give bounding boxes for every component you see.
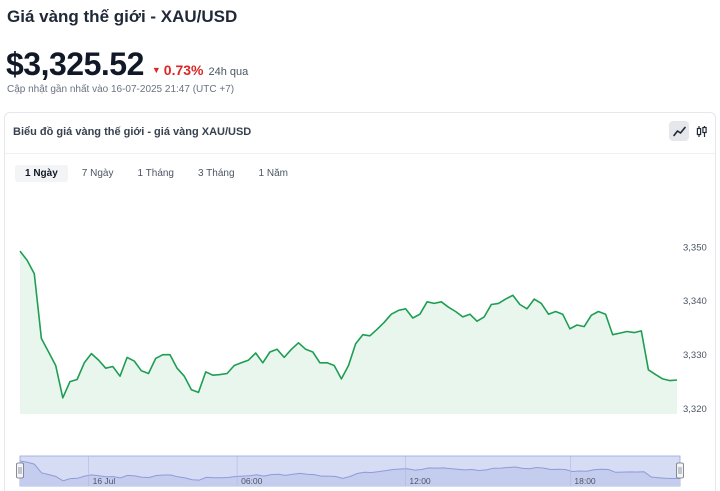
down-triangle-icon: ▼ bbox=[151, 65, 161, 75]
change-period: 24h qua bbox=[208, 66, 249, 78]
chart-card: Biểu đồ giá vàng thế giới - giá vàng XAU… bbox=[4, 112, 716, 491]
chart-type-toggle bbox=[669, 121, 711, 141]
price-row: $3,325.52 ▼ 0.73% 24h qua bbox=[6, 46, 248, 83]
chart-title: Biểu đồ giá vàng thế giới - giá vàng XAU… bbox=[13, 126, 252, 138]
tab-7-days[interactable]: 7 Ngày bbox=[81, 168, 114, 179]
chart-header: Biểu đồ giá vàng thế giới - giá vàng XAU… bbox=[5, 113, 715, 154]
page-title: Giá vàng thế giới - XAU/USD bbox=[7, 7, 238, 26]
line-chart-button[interactable] bbox=[669, 121, 689, 141]
price-change: ▼ 0.73% 24h qua bbox=[152, 62, 248, 78]
candlestick-chart-button[interactable] bbox=[691, 121, 711, 141]
current-price: $3,325.52 bbox=[6, 46, 144, 82]
tab-3-months[interactable]: 3 Tháng bbox=[198, 168, 235, 179]
tab-1-month[interactable]: 1 Tháng bbox=[137, 168, 174, 179]
line-chart-icon bbox=[672, 126, 686, 136]
last-updated: Cập nhật gần nhất vào 16-07-2025 21:47 (… bbox=[7, 84, 235, 95]
tab-1-year[interactable]: 1 Năm bbox=[258, 168, 288, 179]
tab-1-day[interactable]: 1 Ngày bbox=[15, 165, 68, 182]
range-tabs: 1 Ngày 7 Ngày 1 Tháng 3 Tháng 1 Năm bbox=[15, 165, 302, 182]
candlestick-chart-icon bbox=[696, 125, 707, 137]
change-percent: 0.73% bbox=[163, 62, 204, 78]
